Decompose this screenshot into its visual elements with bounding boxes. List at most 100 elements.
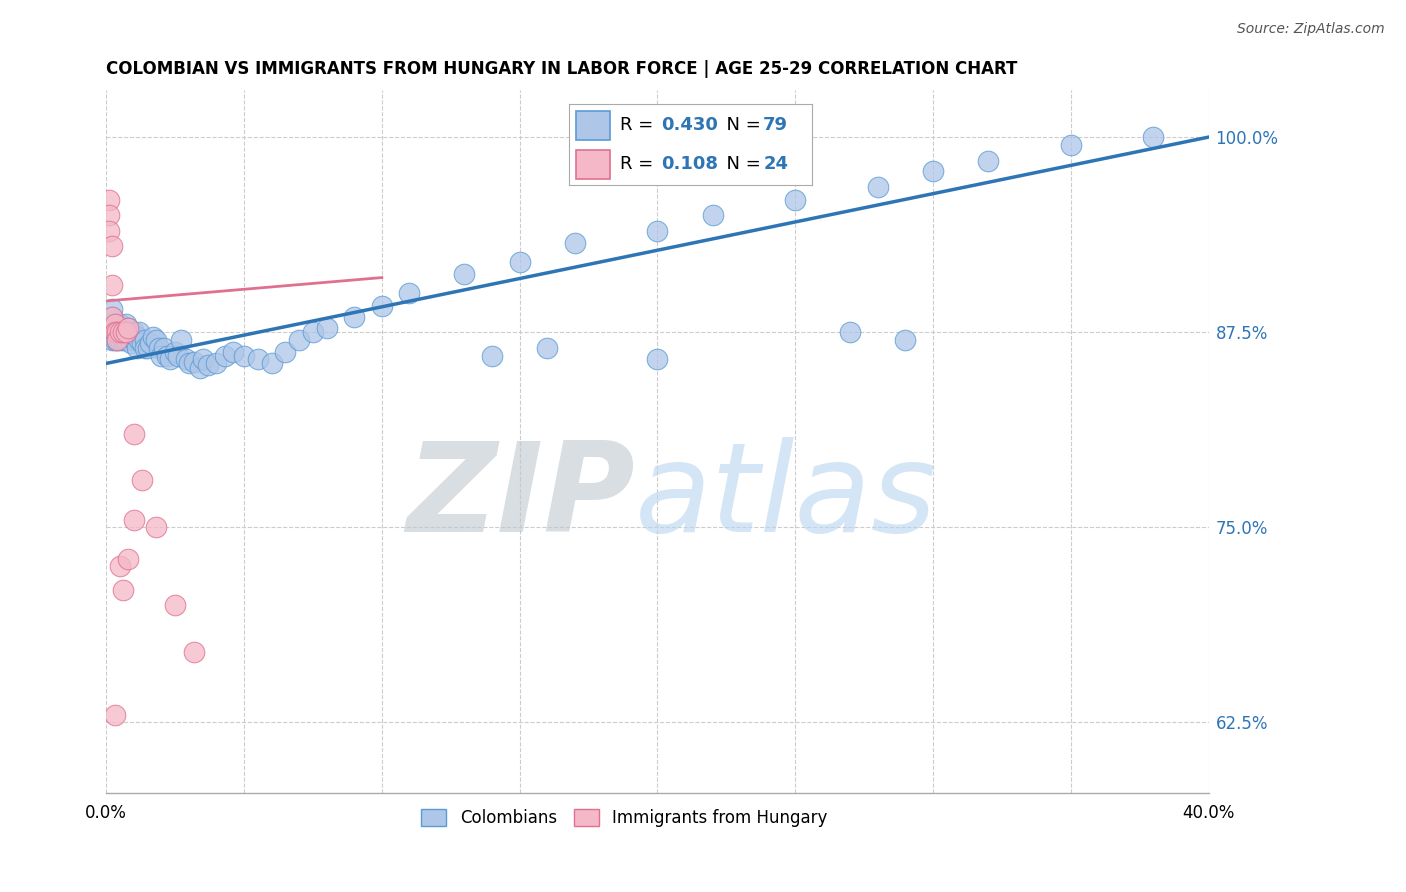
Point: [371, 299, 394, 313]
Point: [103, 318, 125, 332]
Point: [105, 333, 128, 347]
Point: [128, 333, 150, 347]
Point: [98, 325, 121, 339]
Point: [246, 351, 269, 366]
Point: [114, 325, 136, 339]
Point: [105, 318, 128, 332]
Point: [122, 333, 145, 347]
Point: [120, 330, 142, 344]
Text: Source: ZipAtlas.com: Source: ZipAtlas.com: [1237, 22, 1385, 37]
Point: [114, 318, 136, 332]
Point: [131, 474, 153, 488]
Point: [98, 224, 121, 238]
Point: [894, 333, 917, 347]
Text: atlas: atlas: [636, 437, 938, 558]
Point: [148, 341, 170, 355]
Point: [103, 325, 125, 339]
Point: [108, 559, 131, 574]
Point: [302, 325, 325, 339]
Point: [122, 512, 145, 526]
Point: [647, 224, 669, 238]
Point: [125, 341, 148, 355]
Point: [136, 341, 159, 355]
Point: [169, 333, 191, 347]
Point: [111, 325, 134, 339]
Point: [343, 310, 366, 324]
Point: [191, 351, 214, 366]
Point: [647, 351, 669, 366]
Point: [105, 333, 128, 347]
Point: [131, 336, 153, 351]
Point: [114, 333, 136, 347]
Point: [183, 355, 205, 369]
Point: [481, 349, 503, 363]
Point: [98, 318, 121, 332]
Point: [398, 286, 420, 301]
Point: [100, 310, 122, 324]
Point: [145, 333, 167, 347]
Point: [274, 345, 297, 359]
Point: [122, 426, 145, 441]
Point: [120, 336, 142, 351]
Point: [108, 325, 131, 339]
Point: [134, 341, 156, 355]
Point: [125, 330, 148, 344]
Point: [100, 278, 122, 293]
Point: [117, 325, 139, 339]
Point: [103, 707, 125, 722]
Point: [100, 310, 122, 324]
Point: [922, 164, 945, 178]
Point: [702, 208, 724, 222]
Point: [165, 599, 187, 613]
Point: [128, 325, 150, 339]
Point: [509, 255, 531, 269]
Point: [233, 349, 256, 363]
Point: [177, 356, 200, 370]
Point: [453, 268, 475, 282]
Point: [103, 333, 125, 347]
Point: [103, 325, 125, 339]
Point: [100, 333, 122, 347]
Point: [839, 325, 862, 339]
Point: [315, 320, 337, 334]
Point: [145, 520, 167, 534]
Point: [167, 349, 190, 363]
Point: [156, 349, 179, 363]
Point: [122, 325, 145, 339]
Point: [197, 358, 219, 372]
Text: ZIP: ZIP: [406, 437, 636, 558]
Point: [103, 318, 125, 332]
Point: [165, 345, 187, 359]
Point: [111, 582, 134, 597]
Point: [150, 349, 173, 363]
Point: [205, 356, 228, 370]
Point: [222, 345, 245, 359]
Point: [108, 333, 131, 347]
Point: [108, 325, 131, 339]
Point: [536, 341, 558, 355]
Point: [108, 318, 131, 332]
Point: [114, 325, 136, 339]
Point: [564, 236, 586, 251]
Point: [1142, 130, 1164, 145]
Point: [100, 301, 122, 316]
Point: [105, 325, 128, 339]
Point: [105, 325, 128, 339]
Point: [117, 551, 139, 566]
Point: [214, 349, 236, 363]
Text: COLOMBIAN VS IMMIGRANTS FROM HUNGARY IN LABOR FORCE | AGE 25-29 CORRELATION CHAR: COLOMBIAN VS IMMIGRANTS FROM HUNGARY IN …: [107, 60, 1018, 78]
Point: [174, 351, 197, 366]
Point: [111, 333, 134, 347]
Point: [183, 645, 205, 659]
Point: [153, 341, 176, 355]
Point: [288, 333, 311, 347]
Point: [159, 351, 181, 366]
Point: [117, 320, 139, 334]
Point: [1060, 137, 1083, 152]
Point: [139, 336, 162, 351]
Point: [98, 193, 121, 207]
Point: [866, 180, 889, 194]
Point: [111, 325, 134, 339]
Point: [785, 193, 807, 207]
Point: [188, 361, 211, 376]
